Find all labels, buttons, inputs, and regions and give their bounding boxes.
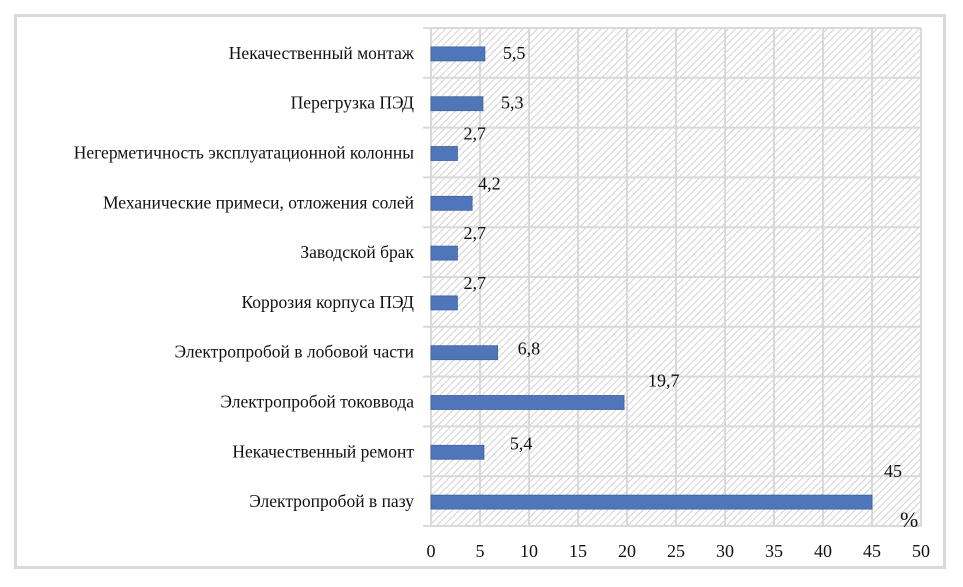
data-label: 5,4	[510, 433, 533, 453]
x-tick-label: 25	[667, 541, 685, 561]
bar	[430, 345, 499, 361]
bar	[430, 494, 873, 510]
data-label: 19,7	[648, 371, 680, 391]
data-label: 6,8	[518, 339, 541, 359]
bar	[430, 46, 486, 62]
x-tick-label: 20	[618, 541, 636, 561]
data-label: 5,5	[503, 43, 526, 63]
category-label: Электропробой в лобовой части	[175, 342, 414, 362]
bar	[430, 295, 458, 311]
x-tick-label: 35	[765, 541, 783, 561]
x-tick-label: 15	[569, 541, 587, 561]
x-tick-label: 10	[520, 541, 538, 561]
data-label: 45	[884, 461, 902, 481]
bar	[430, 195, 473, 211]
category-label: Негерметичность эксплуатационной колонны	[74, 143, 415, 163]
x-tick-label: 0	[427, 541, 436, 561]
bar	[430, 96, 484, 112]
x-tick-label: 40	[814, 541, 832, 561]
bar	[430, 245, 458, 261]
data-label: 2,7	[463, 273, 486, 293]
bars	[430, 46, 873, 510]
category-label: Механические примеси, отложения солей	[103, 192, 414, 212]
category-label: Электропробой в пазу	[249, 491, 414, 511]
category-label: Некачественный ремонт	[232, 441, 414, 461]
category-label: Перегрузка ПЭД	[291, 93, 414, 113]
x-axis-unit-label: %	[900, 507, 918, 532]
category-label: Коррозия корпуса ПЭД	[241, 292, 414, 312]
bar	[430, 395, 625, 410]
gridlines	[423, 27, 922, 527]
data-label: 2,7	[463, 223, 486, 243]
category-label: Электропробой токоввода	[220, 392, 414, 412]
bar	[430, 444, 485, 460]
bar	[430, 146, 458, 161]
data-label: 4,2	[478, 173, 501, 193]
category-label: Некачественный монтаж	[229, 43, 415, 63]
x-tick-label: 30	[716, 541, 734, 561]
category-labels: Электропробой в пазу Некачественный ремон…	[74, 43, 415, 511]
data-label: 2,7	[463, 124, 486, 144]
x-tick-label: 5	[476, 541, 485, 561]
x-tick-label: 50	[912, 541, 930, 561]
category-label: Заводской брак	[300, 242, 414, 262]
data-label: 5,3	[501, 93, 524, 113]
x-tick-label: 45	[863, 541, 881, 561]
x-axis-ticks: 0 5 10 15 20 25 30 35 40 45 50	[427, 541, 931, 561]
data-labels: 45 5,4 19,7 6,8 2,7 2,7 4,2 2,7 5,3 5,5	[463, 43, 902, 481]
